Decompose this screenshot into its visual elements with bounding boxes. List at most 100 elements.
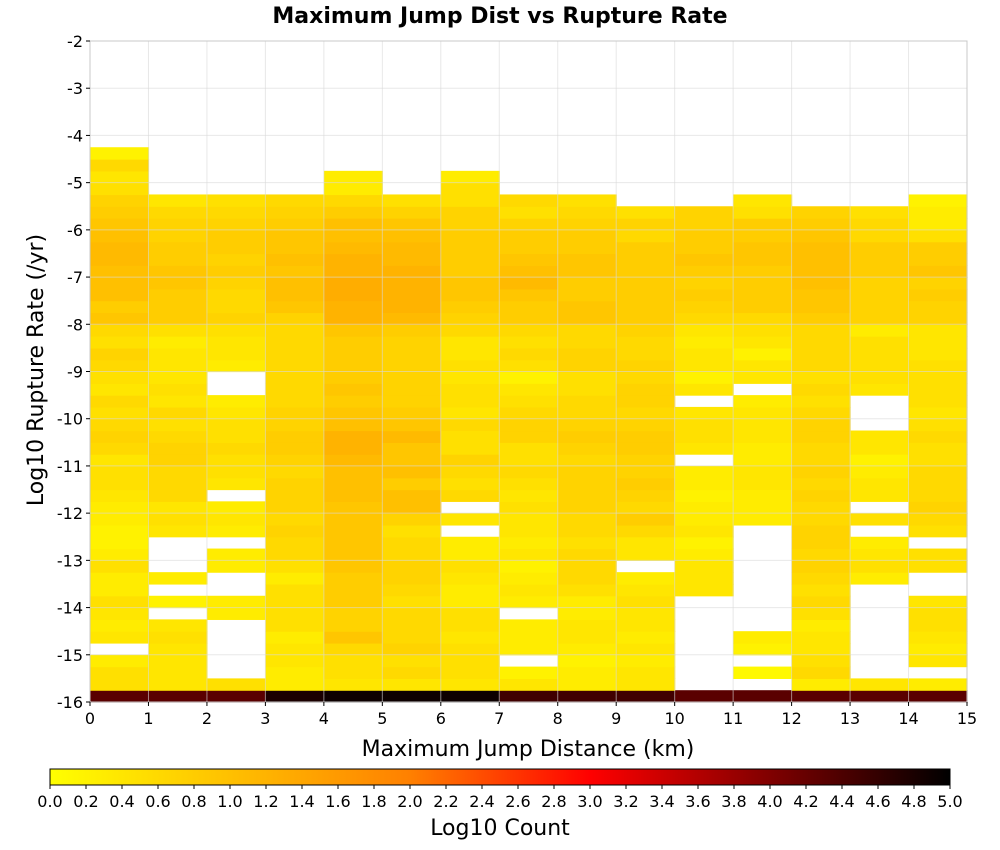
heatmap-cell: [148, 324, 208, 337]
heatmap-cell: [148, 418, 208, 432]
heatmap-cell: [616, 607, 676, 620]
heatmap-cell: [382, 265, 442, 278]
heatmap-cell: [733, 454, 793, 467]
heatmap-cell: [440, 477, 500, 491]
heatmap-cell: [616, 218, 676, 231]
heatmap-cell: [557, 300, 617, 314]
heatmap-cell: [440, 430, 500, 443]
heatmap-cell: [616, 690, 676, 703]
heatmap-cell: [674, 241, 734, 255]
heatmap-cell: [265, 265, 325, 278]
heatmap-cell: [557, 595, 617, 609]
heatmap-cell: [616, 477, 676, 491]
heatmap-cell: [382, 218, 442, 231]
heatmap-cell: [733, 418, 793, 432]
heatmap-cell: [323, 336, 383, 349]
heatmap-cell: [90, 524, 150, 538]
heatmap-cell: [440, 454, 500, 467]
heatmap-cell: [850, 383, 910, 396]
heatmap-cell: [733, 501, 793, 514]
heatmap-cell: [791, 489, 851, 502]
heatmap-cell: [557, 501, 617, 514]
heatmap-cell: [791, 359, 851, 373]
heatmap-cell: [850, 312, 910, 325]
heatmap-cell: [733, 265, 793, 278]
heatmap-cell: [206, 336, 266, 349]
heatmap-cell: [908, 277, 968, 290]
heatmap-cell: [791, 513, 851, 526]
heatmap-cell: [148, 395, 208, 408]
heatmap-cell: [733, 642, 793, 656]
heatmap-cell: [323, 513, 383, 526]
heatmap-cell: [440, 548, 500, 561]
heatmap-cell: [557, 288, 617, 302]
heatmap-cell: [323, 619, 383, 632]
heatmap-cell: [499, 324, 559, 337]
heatmap-cell: [265, 347, 325, 361]
heatmap-cell: [499, 666, 559, 679]
heatmap-cell: [323, 454, 383, 467]
heatmap-cell: [674, 583, 734, 597]
heatmap-cell: [206, 442, 266, 455]
heatmap-cell: [616, 513, 676, 526]
heatmap-cell: [908, 265, 968, 278]
heatmap-cell: [791, 253, 851, 266]
y-tick-label: -3: [67, 79, 83, 98]
heatmap-cell: [557, 277, 617, 290]
heatmap-cell: [791, 336, 851, 349]
heatmap-cell: [323, 548, 383, 561]
heatmap-cell: [323, 265, 383, 278]
heatmap-cell: [908, 300, 968, 314]
heatmap-cell: [265, 406, 325, 420]
heatmap-cell: [148, 300, 208, 314]
heatmap-cell: [791, 395, 851, 408]
heatmap-cell: [733, 194, 793, 207]
heatmap-cell: [440, 654, 500, 668]
heatmap-cell: [148, 477, 208, 491]
y-tick-label: -4: [67, 126, 83, 145]
heatmap-cell: [674, 489, 734, 502]
heatmap-cell: [557, 418, 617, 432]
heatmap-cell: [265, 383, 325, 396]
heatmap-cell: [733, 465, 793, 479]
heatmap-cell: [850, 442, 910, 455]
heatmap-cell: [791, 619, 851, 632]
y-tick-label: -13: [57, 551, 83, 570]
colorbar-tick-label: 2.0: [397, 792, 422, 811]
heatmap-cell: [791, 477, 851, 491]
heatmap-cell: [674, 371, 734, 384]
heatmap-cell: [265, 678, 325, 691]
heatmap-cell: [616, 395, 676, 408]
heatmap-cell: [265, 654, 325, 668]
heatmap-cell: [733, 300, 793, 314]
heatmap-cell: [440, 288, 500, 302]
heatmap-cell: [557, 206, 617, 219]
heatmap-cell: [265, 619, 325, 632]
colorbar-tick-label: 1.8: [361, 792, 386, 811]
colorbar-tick-label: 0.8: [181, 792, 206, 811]
x-tick-label: 11: [723, 709, 743, 728]
x-tick-label: 10: [664, 709, 684, 728]
heatmap-cell: [674, 383, 734, 396]
heatmap-cell: [791, 288, 851, 302]
heatmap-cell: [265, 666, 325, 679]
colorbar-tick-label: 0.2: [73, 792, 98, 811]
y-tick-label: -12: [57, 504, 83, 523]
heatmap-cell: [323, 430, 383, 443]
heatmap-cell: [791, 218, 851, 231]
heatmap-cell: [440, 642, 500, 656]
heatmap-cell: [850, 253, 910, 266]
heatmap-cell: [850, 229, 910, 243]
heatmap-cell: [791, 642, 851, 656]
heatmap-cell: [850, 690, 910, 703]
heatmap-cell: [265, 194, 325, 207]
heatmap-cell: [382, 312, 442, 325]
heatmap-cell: [499, 442, 559, 455]
heatmap-cell: [90, 265, 150, 278]
heatmap-cell: [265, 206, 325, 219]
heatmap-cell: [908, 524, 968, 538]
heatmap-cell: [440, 170, 500, 184]
x-tick-label: 9: [611, 709, 621, 728]
heatmap-cell: [148, 430, 208, 443]
heatmap-cell: [206, 690, 266, 703]
